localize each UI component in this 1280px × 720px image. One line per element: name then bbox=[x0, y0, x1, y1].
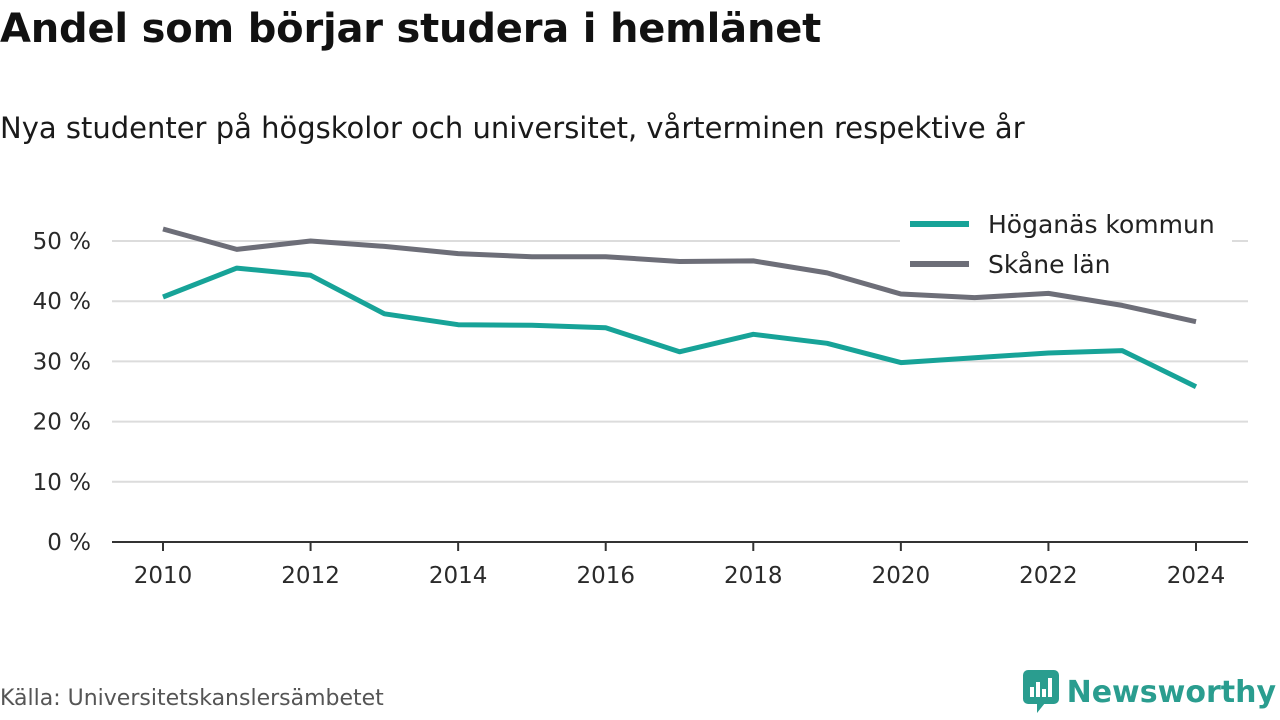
x-tick-label: 2016 bbox=[576, 563, 635, 589]
x-tick-label: 2024 bbox=[1167, 563, 1226, 589]
x-tick-label: 2014 bbox=[429, 563, 488, 589]
x-tick-label: 2010 bbox=[134, 563, 193, 589]
y-tick-label: 10 % bbox=[33, 470, 91, 496]
x-tick-label: 2020 bbox=[872, 563, 931, 589]
axes: 0 % 10 % 20 % 30 % 40 % 50 % 2010 2012 2014 2016 2… bbox=[33, 229, 1248, 589]
series-lines bbox=[162, 226, 1198, 389]
source-note: Källa: Universitetskanslersämbetet bbox=[0, 686, 384, 711]
x-tick-label: 2018 bbox=[724, 563, 783, 589]
y-tick-label: 30 % bbox=[33, 349, 91, 375]
x-tick-label: 2012 bbox=[281, 563, 340, 589]
legend: Höganäs kommun Skåne län bbox=[900, 203, 1232, 289]
y-tick-label: 0 % bbox=[47, 530, 91, 556]
legend-label: Höganäs kommun bbox=[988, 210, 1215, 239]
newsworthy-logo-icon bbox=[1022, 670, 1059, 713]
legend-label: Skåne län bbox=[988, 250, 1111, 279]
legend-background bbox=[900, 203, 1232, 289]
brand-logo[interactable]: Newsworthy bbox=[1022, 670, 1276, 714]
y-tick-label: 40 % bbox=[33, 289, 91, 315]
series-line-1 bbox=[162, 265, 1198, 389]
y-tick-label: 20 % bbox=[33, 410, 91, 436]
x-tick-label: 2022 bbox=[1019, 563, 1078, 589]
brand-name: Newsworthy bbox=[1066, 674, 1276, 710]
chart-title: Andel som börjar studera i hemlänet bbox=[0, 6, 822, 52]
chart-subtitle: Nya studenter på högskolor och universit… bbox=[0, 111, 1025, 145]
series-line-2 bbox=[162, 226, 1197, 325]
y-tick-label: 50 % bbox=[33, 229, 91, 255]
